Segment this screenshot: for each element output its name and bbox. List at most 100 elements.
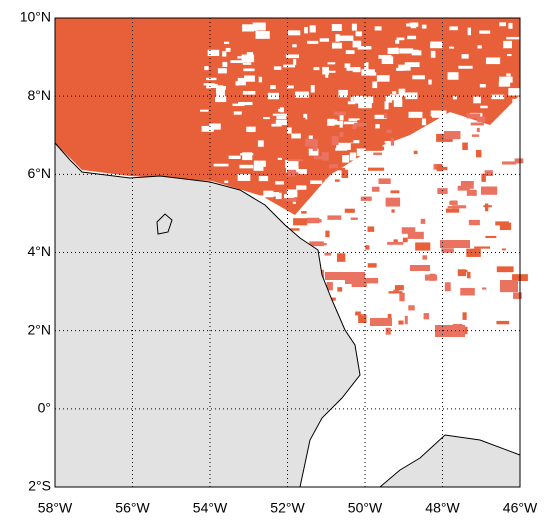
cloud-gap bbox=[233, 111, 242, 115]
cloud-gap bbox=[216, 85, 224, 94]
cloud-gap bbox=[348, 118, 360, 121]
cloud-gap bbox=[284, 194, 288, 199]
cloud-gap bbox=[349, 152, 357, 161]
patch bbox=[512, 292, 522, 299]
island bbox=[156, 213, 173, 235]
cloud-gap bbox=[308, 148, 319, 156]
patch bbox=[378, 178, 391, 184]
cloud-gap bbox=[479, 192, 487, 201]
cloud-gap bbox=[479, 84, 486, 88]
cloud-gap bbox=[428, 79, 432, 85]
patch bbox=[468, 219, 480, 226]
cloud-gap bbox=[414, 152, 429, 157]
cloud-gap bbox=[343, 179, 354, 184]
patch bbox=[393, 289, 399, 293]
cloud-gap bbox=[291, 133, 301, 139]
cloud-gap bbox=[204, 66, 209, 71]
patch bbox=[436, 164, 443, 172]
cloud-gap bbox=[232, 103, 245, 107]
cloud-gap bbox=[298, 169, 307, 175]
cloud-gap bbox=[313, 67, 320, 71]
patch bbox=[289, 152, 304, 155]
cloud-gap bbox=[338, 89, 348, 98]
cloud-gap bbox=[474, 170, 483, 177]
cloud-gap bbox=[307, 40, 319, 44]
cloud-gap bbox=[332, 42, 342, 49]
patch bbox=[344, 208, 355, 213]
patch bbox=[390, 190, 400, 194]
cloud-gap bbox=[407, 179, 413, 183]
cloud-gap bbox=[272, 113, 288, 116]
cloud-gap bbox=[395, 39, 400, 44]
cloud-gap bbox=[398, 88, 406, 97]
cloud-gap bbox=[253, 165, 264, 171]
patch bbox=[407, 231, 424, 239]
patch bbox=[325, 272, 365, 280]
patch bbox=[410, 265, 430, 271]
patch bbox=[329, 164, 339, 169]
patch bbox=[485, 235, 497, 239]
y-tick-label: 10°N bbox=[20, 9, 51, 25]
cloud-gap bbox=[246, 126, 256, 132]
patch bbox=[420, 218, 426, 224]
patch bbox=[321, 152, 329, 161]
cloud-gap bbox=[504, 133, 514, 140]
x-tick-label: 52°W bbox=[270, 500, 305, 516]
cloud-gap bbox=[257, 140, 264, 147]
patch bbox=[398, 320, 404, 325]
cloud-gap bbox=[477, 131, 483, 138]
cloud-gap bbox=[412, 75, 425, 80]
cloud-gap bbox=[389, 94, 403, 101]
cloud-gap bbox=[499, 76, 513, 83]
patch bbox=[502, 161, 517, 165]
cloud-gap bbox=[273, 66, 282, 70]
patch bbox=[358, 314, 367, 324]
cloud-gap bbox=[400, 139, 406, 147]
cloud-gap bbox=[366, 191, 371, 196]
patch bbox=[364, 277, 379, 284]
cloud-gap bbox=[422, 171, 437, 175]
patch bbox=[471, 134, 480, 137]
patch bbox=[326, 282, 333, 291]
cloud-gap bbox=[242, 152, 253, 161]
patch bbox=[445, 208, 460, 213]
patch bbox=[466, 248, 481, 257]
cloud-gap bbox=[392, 91, 397, 95]
cloud-gap bbox=[374, 114, 387, 119]
y-tick-label: 2°S bbox=[28, 478, 51, 494]
cloud-gap bbox=[467, 27, 472, 36]
cloud-gap bbox=[404, 62, 420, 68]
cloud-gap bbox=[242, 62, 252, 65]
patch bbox=[360, 196, 372, 201]
cloud-gap bbox=[477, 45, 482, 49]
cloud-gap bbox=[224, 41, 230, 45]
cloud-gap bbox=[285, 159, 299, 168]
cloud-gap bbox=[286, 166, 299, 173]
patch bbox=[317, 142, 326, 147]
cloud-gap bbox=[225, 47, 231, 52]
patch bbox=[440, 240, 470, 248]
cloud-gap bbox=[506, 36, 520, 40]
cloud-gap bbox=[375, 124, 380, 129]
cloud-gap bbox=[285, 54, 299, 59]
patch bbox=[484, 170, 493, 176]
cloud-gap bbox=[507, 199, 514, 202]
cloud-gap bbox=[409, 22, 419, 27]
patch bbox=[309, 241, 324, 247]
cloud-gap bbox=[288, 30, 301, 36]
patch bbox=[443, 131, 461, 140]
patch bbox=[336, 253, 346, 262]
cloud-gap bbox=[206, 77, 217, 81]
cloud-gap bbox=[319, 188, 332, 196]
cloud-gap bbox=[402, 191, 407, 197]
cloud-gap bbox=[358, 101, 372, 109]
patch bbox=[305, 138, 318, 147]
cloud-gap bbox=[508, 22, 513, 29]
cloud-gap bbox=[207, 83, 218, 88]
patch bbox=[415, 242, 431, 251]
cloud-gap bbox=[335, 34, 340, 42]
cloud-gap bbox=[350, 198, 365, 201]
patch bbox=[466, 113, 481, 119]
cloud-gap bbox=[374, 26, 382, 31]
patch bbox=[495, 221, 509, 226]
